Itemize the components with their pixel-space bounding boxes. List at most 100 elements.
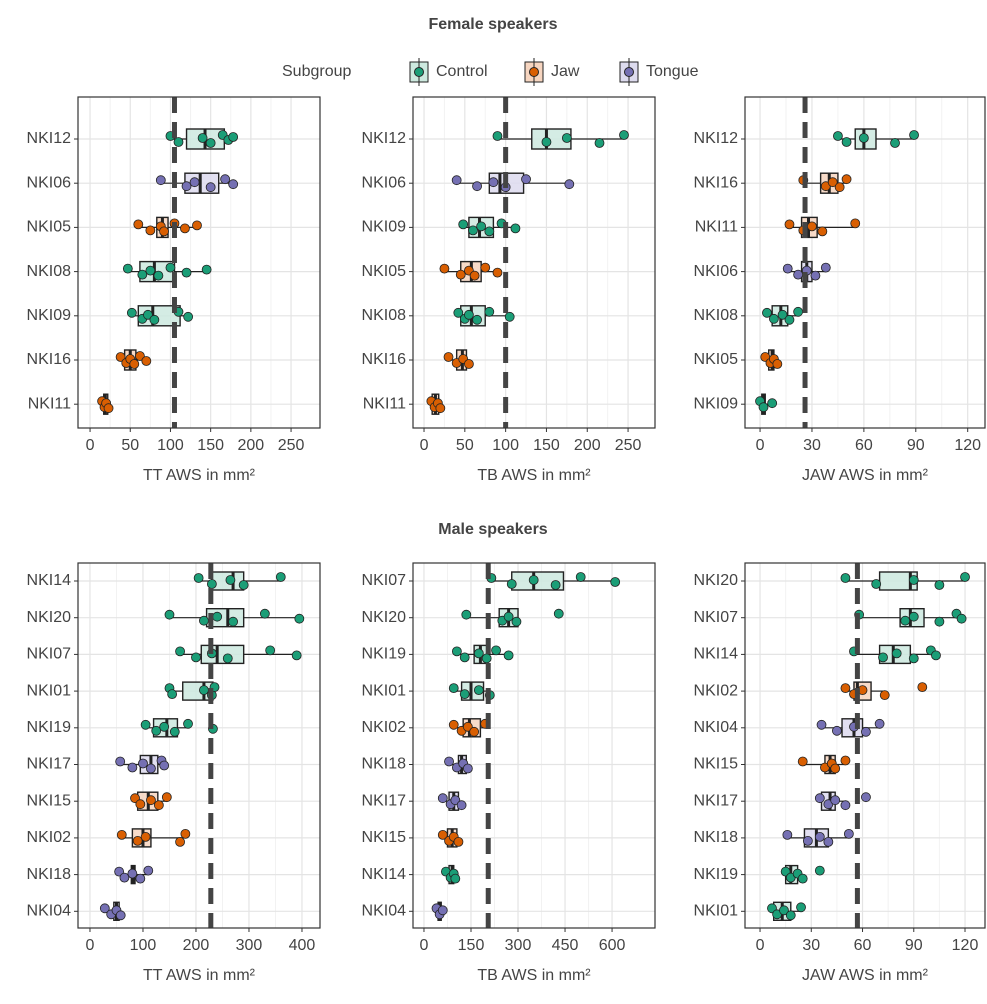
x-tick-label: 200 (574, 437, 601, 454)
y-tick-label: NKI06 (362, 174, 407, 191)
y-tick-label: NKI11 (695, 219, 738, 236)
y-tick-label: NKI09 (27, 307, 72, 324)
y-tick-label: NKI18 (362, 756, 407, 773)
point (908, 611, 919, 622)
point (145, 225, 156, 236)
y-tick-label: NKI14 (27, 572, 72, 589)
point (143, 309, 153, 320)
y-tick-label: NKI02 (27, 829, 72, 846)
point (521, 174, 531, 185)
point (212, 611, 223, 622)
point (767, 398, 778, 409)
point (908, 575, 919, 585)
point (841, 137, 852, 147)
y-tick-label: NKI09 (694, 395, 739, 412)
point (484, 306, 495, 317)
point (491, 645, 501, 656)
point (205, 182, 216, 193)
x-axis-label: TT AWS in mm² (143, 467, 256, 484)
x-tick-label: 0 (756, 937, 765, 954)
y-tick-label: NKI07 (27, 646, 72, 663)
point (115, 352, 126, 362)
point (871, 579, 882, 589)
point (784, 219, 795, 230)
point (103, 403, 114, 414)
y-tick-label: NKI02 (362, 719, 407, 736)
x-tick-label: 400 (289, 937, 316, 954)
point (238, 580, 249, 590)
point (140, 832, 151, 842)
point (833, 131, 843, 141)
point (484, 226, 495, 237)
point (159, 226, 169, 237)
y-tick-label: NKI14 (362, 866, 407, 883)
y-tick-label: NKI08 (27, 263, 72, 280)
point (488, 177, 499, 188)
point (840, 573, 851, 583)
point (834, 182, 845, 193)
x-tick-label: 600 (599, 937, 626, 954)
point (115, 756, 126, 767)
point (768, 313, 779, 324)
point (464, 309, 474, 320)
point (858, 133, 869, 143)
point (843, 829, 854, 839)
x-tick-label: 90 (907, 437, 925, 454)
point (455, 269, 466, 280)
y-tick-label: NKI16 (27, 351, 72, 368)
point (451, 646, 462, 657)
point (175, 646, 185, 657)
point (149, 314, 160, 325)
point (473, 648, 484, 659)
y-tick-label: NKI19 (694, 866, 739, 883)
y-tick-label: NKI16 (694, 174, 739, 191)
panel-border (744, 562, 986, 929)
point (850, 218, 861, 229)
x-tick-label: 0 (86, 437, 95, 454)
point (861, 726, 871, 737)
point (443, 352, 454, 362)
y-tick-label: NKI15 (27, 792, 72, 809)
y-tick-label: NKI11 (363, 395, 406, 412)
point (890, 138, 900, 148)
point (159, 760, 170, 771)
point (451, 175, 462, 186)
x-tick-label: 100 (492, 437, 519, 454)
x-tick-label: 450 (552, 937, 579, 954)
x-tick-label: 150 (197, 437, 224, 454)
point (199, 685, 209, 695)
x-tick-label: 60 (855, 437, 873, 454)
point (450, 873, 461, 884)
point (153, 270, 164, 281)
x-tick-label: 30 (802, 937, 820, 954)
legend-key-point (529, 67, 539, 77)
point (814, 793, 825, 804)
point (619, 130, 629, 140)
point (193, 573, 204, 583)
y-tick-label: NKI17 (362, 792, 407, 809)
point (553, 608, 564, 619)
legend-label: Tongue (646, 63, 699, 80)
point (222, 653, 233, 664)
point (879, 690, 890, 700)
y-tick-label: NKI09 (362, 219, 407, 236)
point (175, 837, 185, 847)
point (453, 837, 464, 847)
point (473, 685, 484, 695)
point (830, 795, 841, 806)
panel-background (78, 97, 320, 428)
legend-key-point (414, 67, 424, 77)
point (564, 179, 575, 190)
x-tick-label: 120 (952, 937, 979, 954)
y-tick-label: NKI16 (362, 351, 407, 368)
point (785, 910, 796, 921)
point (99, 903, 110, 914)
y-tick-label: NKI06 (27, 174, 72, 191)
point (472, 181, 482, 192)
legend-title: Subgroup (282, 63, 351, 80)
panel-background (413, 97, 655, 428)
point (173, 137, 184, 147)
point (878, 652, 888, 663)
point (762, 307, 772, 318)
point (541, 137, 552, 147)
